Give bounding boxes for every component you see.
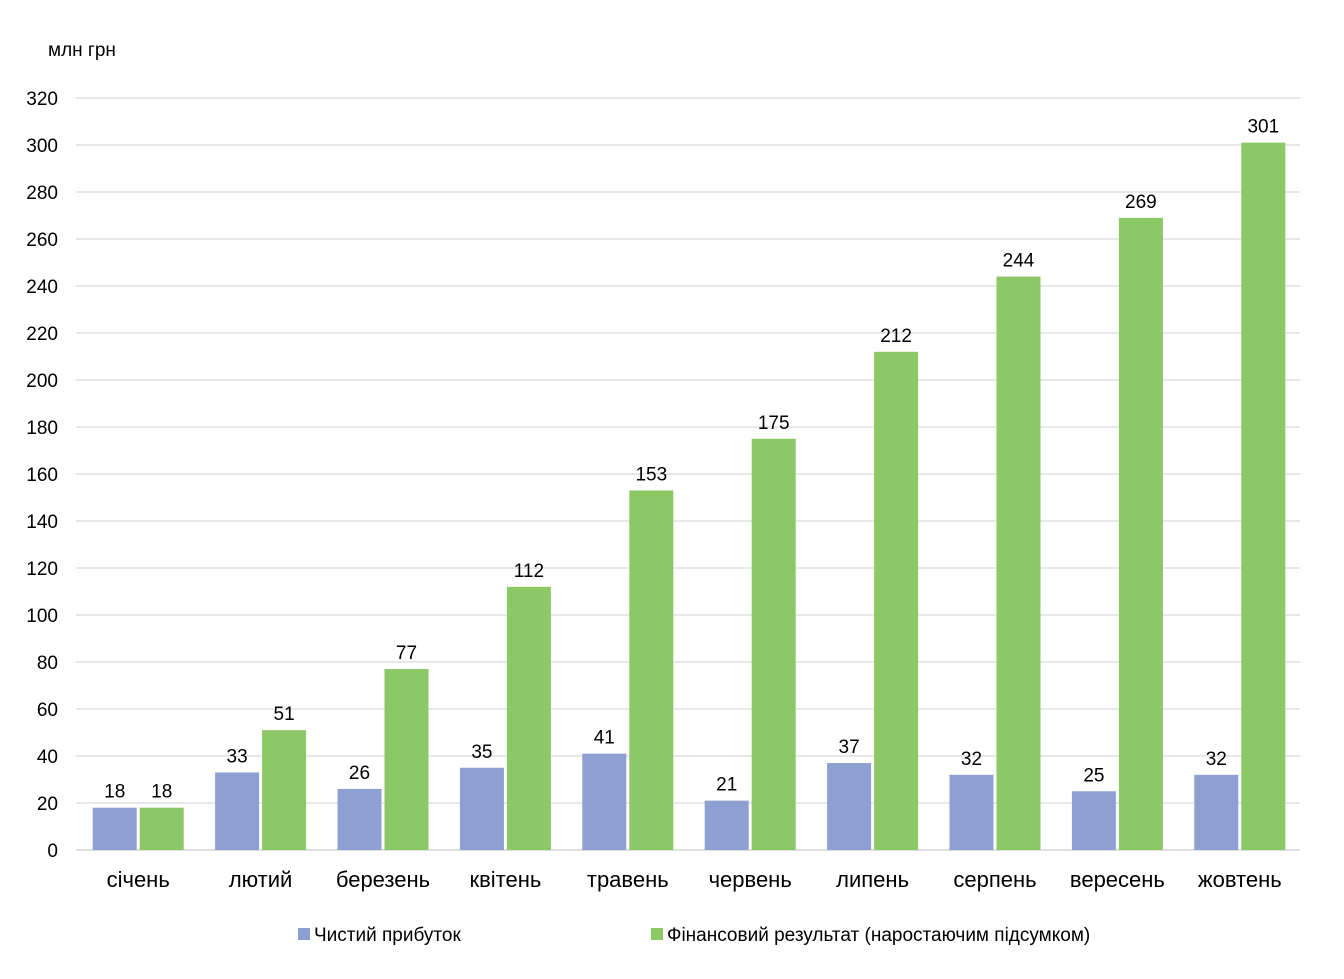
bar	[215, 772, 260, 850]
legend-label: Чистий прибуток	[314, 925, 461, 946]
y-tick-label: 60	[37, 700, 58, 721]
y-axis-tick-labels: 0 20 40 60 80 100 120 140 160 180 200 220 240 260 280 3…	[26, 89, 58, 862]
category-label: січень	[107, 867, 170, 892]
bars	[92, 142, 1286, 851]
x-axis-category-labels: січень лютий березень квітень травень червень…	[107, 867, 1282, 892]
y-tick-label: 80	[37, 653, 58, 674]
data-label: 25	[1083, 765, 1104, 786]
data-label: 301	[1247, 117, 1279, 138]
y-tick-label: 120	[26, 559, 58, 580]
data-label: 37	[839, 737, 860, 758]
data-label: 153	[635, 464, 667, 485]
bar	[996, 276, 1041, 851]
data-label: 18	[151, 782, 172, 803]
y-axis-unit-label: млн грн	[48, 40, 116, 61]
y-tick-label: 320	[26, 89, 58, 110]
category-label: квітень	[469, 867, 541, 892]
data-label: 269	[1125, 192, 1157, 213]
y-tick-label: 140	[26, 512, 58, 533]
bar	[827, 763, 872, 850]
bar	[92, 807, 137, 850]
bar	[1071, 791, 1116, 850]
y-tick-label: 260	[26, 230, 58, 251]
data-label: 77	[396, 643, 417, 664]
y-tick-label: 200	[26, 371, 58, 392]
bar	[874, 351, 919, 850]
legend-swatch	[651, 928, 663, 940]
bar	[704, 800, 749, 850]
y-tick-label: 20	[37, 794, 58, 815]
category-label: вересень	[1070, 867, 1165, 892]
data-label: 32	[961, 749, 982, 770]
bar	[139, 807, 184, 850]
category-label: лютий	[229, 867, 293, 892]
category-label: травень	[587, 867, 669, 892]
category-label: жовтень	[1198, 867, 1282, 892]
gridlines	[76, 97, 1300, 851]
data-label: 51	[274, 704, 295, 725]
bar	[949, 774, 994, 850]
bar	[384, 669, 429, 850]
bar	[459, 767, 504, 850]
data-label: 175	[758, 413, 790, 434]
bar	[337, 788, 382, 850]
category-label: липень	[836, 867, 909, 892]
data-label: 32	[1206, 749, 1227, 770]
legend-label: Фінансовий результат (наростаючим підсум…	[667, 925, 1090, 946]
y-tick-label: 240	[26, 277, 58, 298]
data-labels: 18 18 33 51 26 77 35 112 41 153 21 175 37 212 32 244 25 2…	[104, 117, 1279, 803]
data-label: 112	[514, 561, 544, 582]
bar	[1194, 774, 1239, 850]
y-tick-label: 0	[47, 841, 58, 862]
bar	[1118, 217, 1163, 851]
category-label: серпень	[953, 867, 1036, 892]
y-tick-label: 220	[26, 324, 58, 345]
y-tick-label: 180	[26, 418, 58, 439]
data-label: 244	[1003, 251, 1035, 272]
data-label: 212	[880, 326, 912, 347]
bar	[506, 586, 551, 850]
category-label: березень	[336, 867, 430, 892]
bar	[582, 753, 627, 850]
data-label: 18	[104, 782, 125, 803]
data-label: 33	[227, 746, 248, 767]
bar	[1241, 142, 1286, 850]
data-label: 41	[594, 728, 615, 749]
data-label: 26	[349, 763, 370, 784]
y-tick-label: 40	[37, 747, 58, 768]
data-label: 21	[716, 775, 737, 796]
legend-swatch	[298, 928, 310, 940]
bar	[629, 490, 674, 850]
bar	[262, 730, 307, 850]
y-tick-label: 300	[26, 136, 58, 157]
y-tick-label: 160	[26, 465, 58, 486]
legend: Чистий прибуток Фінансовий результат (нар…	[298, 925, 1090, 946]
y-tick-label: 280	[26, 183, 58, 204]
bar	[751, 438, 796, 850]
data-label: 35	[471, 742, 492, 763]
category-label: червень	[709, 867, 792, 892]
y-tick-label: 100	[26, 606, 58, 627]
